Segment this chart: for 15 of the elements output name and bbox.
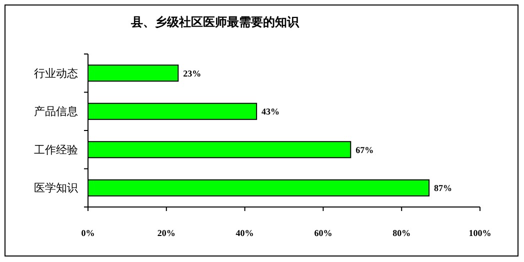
chart-title: 县、乡级社区医师最需要的知识 bbox=[130, 15, 300, 29]
x-tick-label: 100% bbox=[468, 228, 492, 238]
x-tick-label: 20% bbox=[157, 228, 176, 238]
x-tick-label: 60% bbox=[314, 228, 332, 238]
data-label: 43% bbox=[262, 106, 280, 117]
y-tick-label: 行业动态 bbox=[34, 66, 78, 80]
data-label: 23% bbox=[183, 68, 202, 78]
x-tick-label: 80% bbox=[392, 228, 411, 238]
y-tick-label: 产品信息 bbox=[34, 105, 78, 118]
data-label: 87% bbox=[434, 183, 452, 194]
y-tick-label: 工作经验 bbox=[34, 143, 78, 156]
y-tick-label: 医学知识 bbox=[34, 182, 78, 195]
x-tick-label: 0% bbox=[81, 228, 95, 238]
x-tick-label: 40% bbox=[236, 228, 254, 238]
data-label: 67% bbox=[356, 144, 374, 155]
